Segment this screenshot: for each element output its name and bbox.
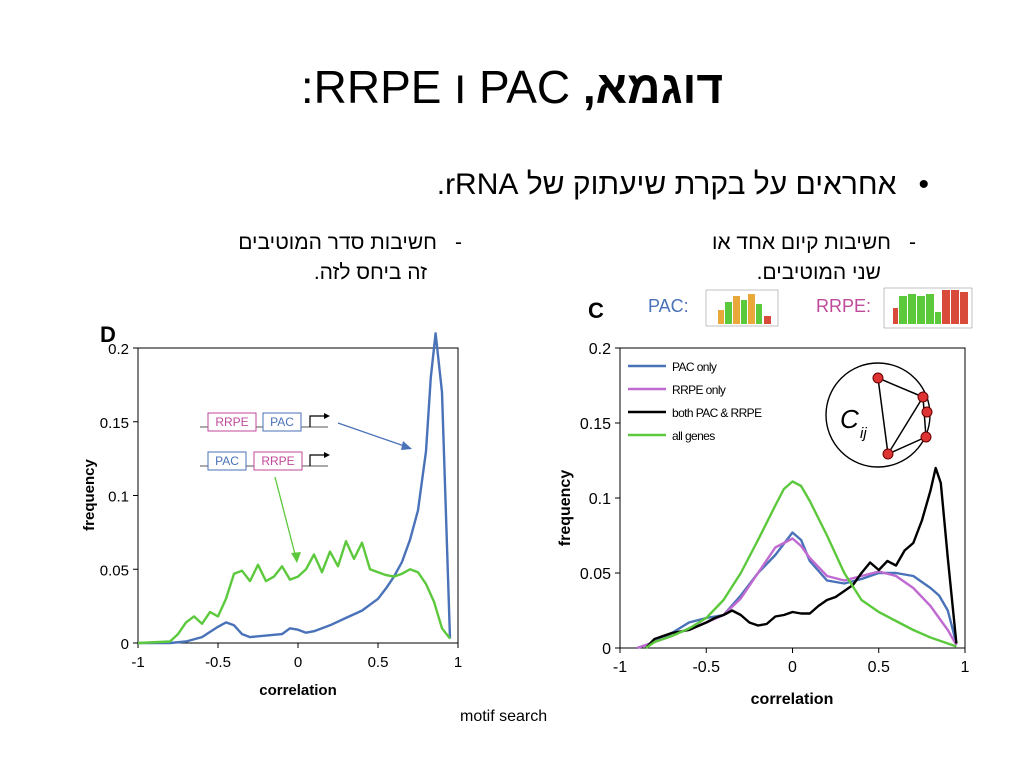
sub-right-line1: חשיבות קיום אחד או (711, 231, 891, 254)
caption: motif search (460, 708, 548, 725)
series-group-c (636, 466, 958, 650)
inset-pac-label-1: PAC (270, 415, 294, 429)
y-tick-label: 0.1 (589, 491, 611, 508)
green-pointer-arrow-icon (274, 476, 297, 559)
promoter-arrow-icon-2 (309, 454, 326, 466)
edge-1 (877, 377, 924, 398)
sub-point-right: -חשיבות קיום אחד או שני המוטיבים. (712, 228, 916, 288)
bullet-dot-icon: • (918, 168, 929, 201)
series-line-both-pac-rrpe (645, 466, 958, 649)
y-tick-label: 0.1 (108, 489, 129, 506)
inset-pac-label-2: PAC (215, 454, 239, 468)
x-tick-label: -1 (131, 654, 144, 671)
inset-rrpe-box-2 (253, 451, 303, 471)
inset-rrpe-box-1 (207, 412, 257, 432)
y-tick-label: 0 (602, 641, 611, 658)
motif-order-inset: RRPE PAC PAC RRPE (200, 412, 412, 563)
inset-pac-box-1 (262, 412, 302, 432)
network-node-5 (882, 448, 894, 460)
legend-entry: PAC only (672, 360, 717, 374)
network-node-1 (872, 372, 884, 384)
logo-label-rrpe: RRPE: (816, 296, 871, 316)
sub-right-line2: שני המוטיבים. (756, 261, 881, 284)
legend-c: PAC only RRPE only both PAC & RRPE all gene… (628, 360, 763, 443)
sub-right-dash: - (909, 231, 916, 254)
series-line-1 (137, 539, 451, 645)
network-node-3 (921, 406, 933, 418)
x-tick-label: -1 (613, 659, 627, 676)
panel-label-d: D (100, 322, 116, 347)
slide-title: דוגמא, PAC ו RRPE: (0, 60, 1024, 114)
promoter-arrow-head-icon (324, 413, 330, 419)
sub-point-left: -חשיבות סדר המוטיבים זה ביחס לזה. (238, 228, 462, 288)
x-axis-label-c: correlation (751, 691, 834, 708)
y-tick-label: 0.05 (580, 566, 611, 583)
y-tick-label: 0.2 (108, 341, 129, 358)
bullet-text: אחראים על בקרת שיעתוק של rRNA. (436, 168, 897, 201)
x-tick-label: 0 (294, 654, 302, 671)
inset-rrpe-label-1: RRPE (215, 415, 248, 429)
inset-rrpe-label-2: RRPE (261, 454, 294, 468)
axis-ticks-c: -1 -0.5 0 0.5 1 0 0.05 0.1 0.15 0.2 (580, 341, 970, 676)
legend-entry: all genes (672, 429, 715, 443)
edge-3 (922, 396, 927, 438)
sub-left-dash: - (455, 231, 462, 254)
logo-label-pac: PAC: (648, 296, 689, 316)
x-tick-label: 0.5 (368, 654, 389, 671)
x-tick-label: 0.5 (868, 659, 890, 676)
promoter-arrow-head-icon-2 (324, 452, 330, 458)
edge-4 (887, 436, 927, 455)
y-tick-label: 0.15 (100, 415, 129, 432)
y-axis-label-c: frequency (557, 470, 574, 547)
title-hebrew: דוגמא, (582, 61, 724, 113)
series-line-all-genes (645, 480, 957, 649)
green-pointer-head-icon (291, 552, 301, 563)
panel-label-c: C (588, 298, 604, 323)
y-axis-label-d: frequency (81, 459, 98, 531)
blue-pointer-head-icon (401, 441, 412, 450)
promoter-arrow-icon (309, 415, 326, 427)
x-tick-label: 1 (454, 654, 462, 671)
sub-left-line2: זה ביחס לזה. (313, 261, 427, 284)
plot-frame-d (137, 347, 459, 644)
edge-2 (877, 377, 889, 455)
legend-entry: RRPE only (672, 383, 726, 397)
cij-main: C (840, 404, 859, 434)
chart-c: C PAC: RRPE: -1 -0.5 0 0.5 100.050.10.150.2 … (557, 287, 973, 708)
bullet-point: • אחראים על בקרת שיעתוק של rRNA. (437, 168, 929, 202)
axis-ticks-d: -1 -0.5 0 0.5 1 0 0.05 0.1 0.15 0.2 (100, 341, 462, 671)
x-tick-label: -0.5 (205, 654, 231, 671)
series-line-0 (138, 332, 452, 645)
sub-left-line1: חשיבות סדר המוטיבים (238, 231, 437, 254)
rrpe-logo-icon (883, 287, 973, 329)
cij-sub: ij (860, 425, 867, 442)
y-tick-label: 0.05 (100, 562, 129, 579)
x-axis-label-d: correlation (259, 682, 337, 699)
x-tick-label: 0 (788, 659, 797, 676)
blue-pointer-arrow-icon (337, 422, 411, 449)
y-tick-label: 0.15 (580, 416, 611, 433)
y-tick-label: 0 (121, 636, 129, 653)
pac-logo-icon (705, 289, 779, 327)
legend-entry: both PAC & RRPE (672, 406, 762, 420)
edge-5 (887, 396, 924, 455)
x-tick-label: 1 (961, 659, 970, 676)
series-group-d (137, 332, 452, 645)
inset-pac-box-2 (207, 451, 247, 471)
chart-d: D -1 -0.5 0 0.5 1 0 0.05 0.1 0.15 0.2 correlation… (81, 322, 462, 699)
y-tick-label: 0.2 (589, 341, 611, 358)
x-tick-label: -0.5 (692, 659, 720, 676)
title-motifs: PAC ו RRPE: (300, 61, 571, 113)
network-node-2 (917, 391, 929, 403)
network-node-4 (920, 431, 932, 443)
network-inset: C ij (825, 362, 933, 468)
